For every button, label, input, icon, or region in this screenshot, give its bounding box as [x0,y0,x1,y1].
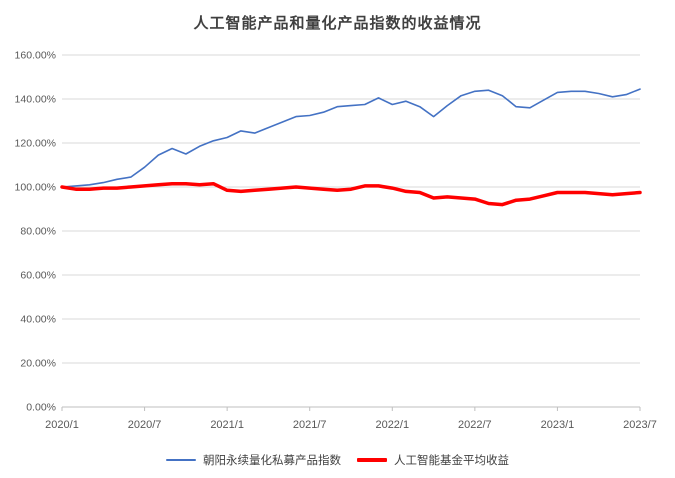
y-axis-tick-label: 160.00% [15,50,56,62]
y-axis-tick-label: 80.00% [20,226,56,238]
y-axis-tick-label: 0.00% [26,402,56,414]
x-axis-tick-label: 2020/1 [45,419,79,431]
x-axis-tick-label: 2023/1 [541,419,575,431]
legend-line-sample-red [357,458,387,462]
y-axis-tick-label: 40.00% [20,314,56,326]
legend-item-quant-index: 朝阳永续量化私募产品指数 [166,452,341,468]
y-axis-tick-label: 120.00% [15,138,56,150]
x-axis-tick-label: 2023/7 [623,419,657,431]
legend-label-quant-index: 朝阳永续量化私募产品指数 [203,455,341,467]
y-axis-tick-label: 100.00% [15,182,56,194]
series-line-quant-index [61,88,641,188]
x-axis-tick-label: 2021/1 [210,419,244,431]
legend-line-sample-blue [166,459,196,461]
legend-label-ai-fund: 人工智能基金平均收益 [394,455,509,467]
series-line-ai-fund [60,181,642,207]
y-axis-tick-label: 60.00% [20,270,56,282]
x-axis-tick-label: 2020/7 [128,419,162,431]
x-axis-tick-label: 2022/1 [375,419,409,431]
legend-item-ai-fund: 人工智能基金平均收益 [357,452,509,468]
y-axis-tick-label: 140.00% [15,94,56,106]
chart-title: 人工智能产品和量化产品指数的收益情况 [193,15,482,32]
y-axis-tick-label: 20.00% [20,358,56,370]
chart-legend: 朝阳永续量化私募产品指数 人工智能基金平均收益 [0,452,675,468]
x-axis-tick-label: 2022/7 [458,419,492,431]
x-axis-tick-label: 2021/7 [293,419,327,431]
